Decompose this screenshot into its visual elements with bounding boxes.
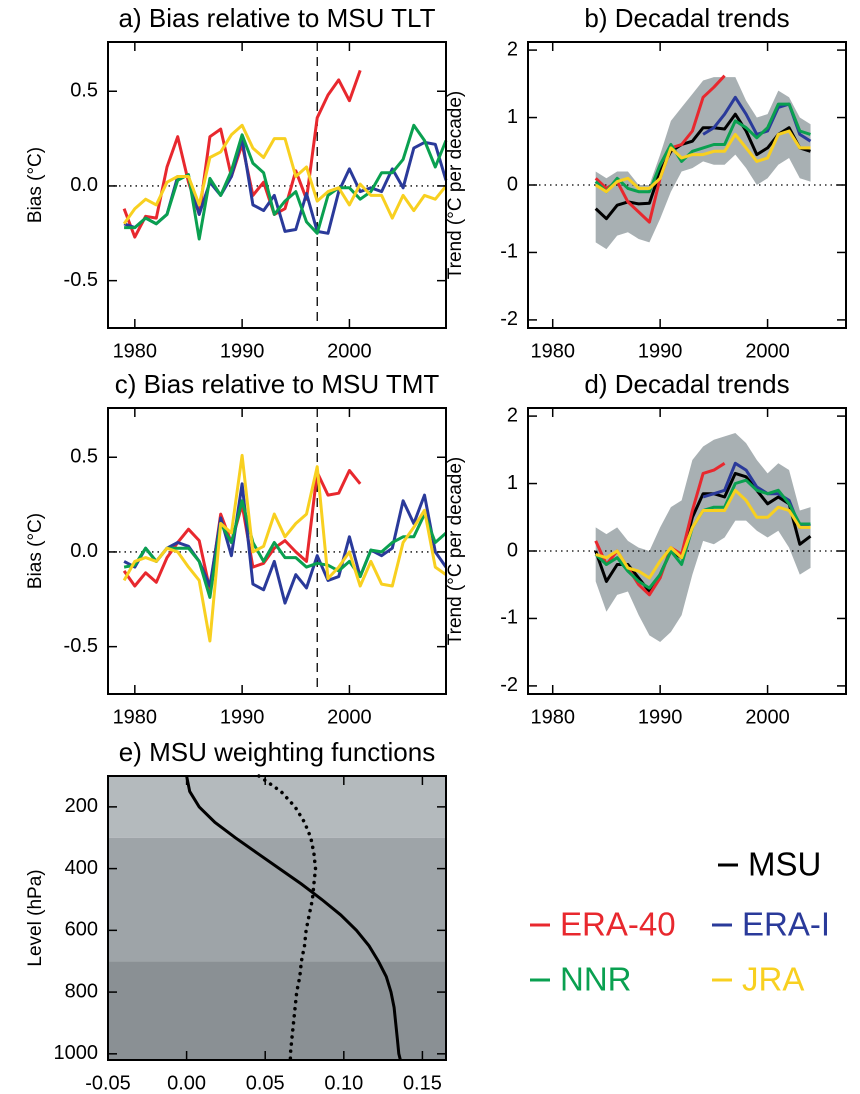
plot-frame [107,407,447,695]
x-tick-label: 1990 [638,706,683,728]
x-tick-label: 0.05 [246,1072,285,1094]
x-tick-label: 1980 [113,340,158,362]
x-tick-label: 1980 [113,706,158,728]
y-axis-label: Bias (°C) [25,147,46,223]
panel-title: a) Bias relative to MSU TLT [119,3,436,33]
range-band [595,77,811,250]
layer-band [108,837,446,962]
series-line [123,499,447,599]
y-tick-label: 400 [65,857,98,879]
series-line [122,453,447,643]
legend-label: JRA [742,961,804,998]
y-tick-label: 2 [507,404,518,426]
y-tick-label: 600 [65,919,98,941]
y-tick-label: 0.0 [70,540,98,562]
y-tick-label: 0.5 [70,446,98,468]
y-tick-label: -2 [500,674,518,696]
y-tick-label: 1 [507,472,518,494]
y-tick-label: 1 [507,106,518,128]
x-tick-label: 0.15 [403,1072,442,1094]
x-tick-label: 1990 [220,340,265,362]
series-line [594,129,811,194]
x-tick-label: 1990 [638,340,683,362]
x-tick-label: 2000 [745,340,790,362]
y-tick-label: -0.5 [64,269,98,291]
y-tick-label: 0.5 [70,80,98,102]
x-tick-label: 1990 [220,706,265,728]
y-tick-label: -1 [500,241,518,263]
legend-label: ERA-40 [560,906,676,943]
panel-title: e) MSU weighting functions [119,737,435,767]
series-line [122,123,448,225]
range-band [595,432,811,643]
x-tick-label: 2000 [745,706,790,728]
y-tick-label: 800 [65,980,98,1002]
y-tick-label: 0 [507,539,518,561]
y-tick-label: 0 [507,173,518,195]
y-tick-label: -2 [500,308,518,330]
series-line [594,102,811,194]
x-tick-label: 0.10 [324,1072,363,1094]
weighting-curve [185,775,402,1061]
y-axis-label: Trend (°C per decade) [445,457,466,646]
panel-title: d) Decadal trends [584,369,789,399]
x-tick-label: 2000 [327,706,372,728]
series-line [595,488,811,580]
x-tick-label: 1980 [530,340,575,362]
panel-title: b) Decadal trends [584,3,789,33]
y-tick-label: -0.5 [64,635,98,657]
layer-band [108,961,446,1060]
y-axis-label: Level (hPa) [25,869,46,966]
plot-frame [107,41,447,329]
x-tick-label: 1980 [530,706,575,728]
series-line [123,482,448,605]
x-tick-label: -0.05 [85,1072,131,1094]
plot-frame [107,775,447,1061]
y-tick-label: -1 [500,607,518,629]
layer-band [108,776,446,838]
x-tick-label: 2000 [327,340,372,362]
y-tick-label: 0.0 [70,174,98,196]
legend-label: NNR [560,961,632,998]
legend-label: MSU [748,846,821,883]
panel-title: c) Bias relative to MSU TMT [115,369,440,399]
y-axis-label: Bias (°C) [25,513,46,589]
y-tick-label: 2 [507,38,518,60]
y-tick-label: 200 [65,795,98,817]
x-tick-label: 0.00 [167,1072,206,1094]
y-tick-label: 1000 [54,1042,99,1064]
series-line [124,123,448,241]
legend-label: ERA-I [742,906,830,943]
y-axis-label: Trend (°C per decade) [445,91,466,280]
